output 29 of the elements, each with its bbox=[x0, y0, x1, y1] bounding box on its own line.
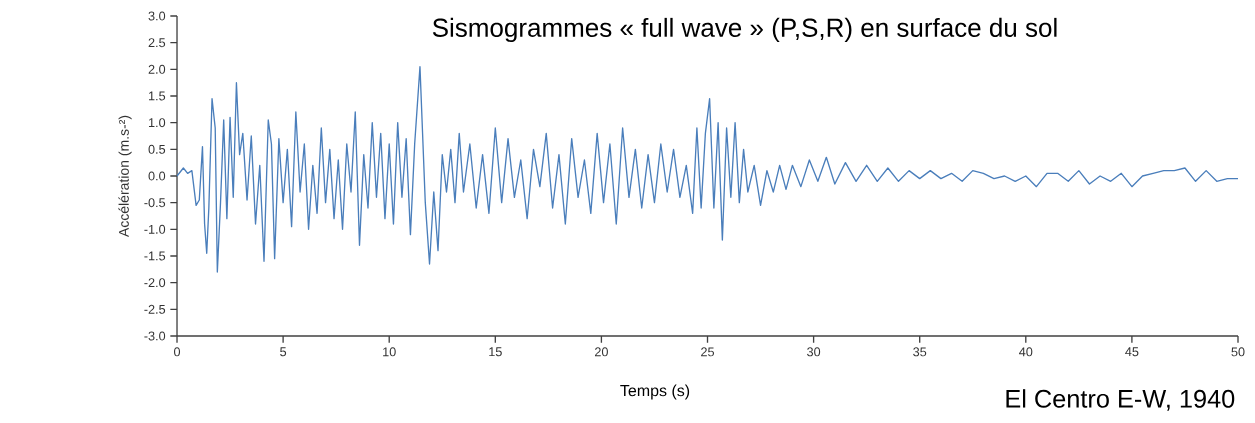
chart-title: Sismogrammes « full wave » (P,S,R) en surface du sol bbox=[432, 17, 1057, 43]
line-series bbox=[176, 65, 1239, 273]
x-tick-label: 30 bbox=[807, 347, 821, 357]
y-tick-label: -2.0 bbox=[144, 278, 166, 288]
y-tick-label: 3.0 bbox=[148, 11, 166, 21]
y-tick-label: 1.0 bbox=[148, 118, 166, 128]
x-tick-label: 35 bbox=[913, 347, 927, 357]
text: El Centro E-W, 1940 bbox=[1006, 389, 1235, 411]
x-tick-label: 25 bbox=[701, 347, 715, 357]
y-tick-label: -2.5 bbox=[144, 304, 166, 314]
x-tick-label: 50 bbox=[1231, 347, 1245, 357]
y-tick-label: -3.0 bbox=[144, 331, 166, 341]
y-tick-label: 1.5 bbox=[148, 91, 166, 101]
x-tick-label: 45 bbox=[1125, 347, 1139, 357]
y-tick-label: 0.0 bbox=[148, 171, 166, 181]
y-tick-label: 2.0 bbox=[148, 64, 166, 74]
y-tick-label: -1.5 bbox=[144, 251, 166, 261]
x-tick-label: 5 bbox=[280, 347, 287, 357]
x-tick-label: 15 bbox=[489, 347, 502, 357]
x-tick-label: 20 bbox=[594, 347, 608, 357]
x-tick-label: 0 bbox=[173, 347, 181, 357]
y-axis-title: Accélération (m.s-²) bbox=[118, 115, 132, 238]
y-tick-label: 0.5 bbox=[148, 144, 166, 154]
y-tick-label: 2.5 bbox=[148, 38, 166, 48]
x-tick-label: 10 bbox=[383, 347, 396, 357]
x-tick-label: 40 bbox=[1019, 347, 1033, 357]
y-tick-label: -1.0 bbox=[144, 224, 166, 234]
x-axis-title: Temps (s) bbox=[620, 384, 690, 400]
y-tick-label: -0.5 bbox=[144, 198, 166, 208]
